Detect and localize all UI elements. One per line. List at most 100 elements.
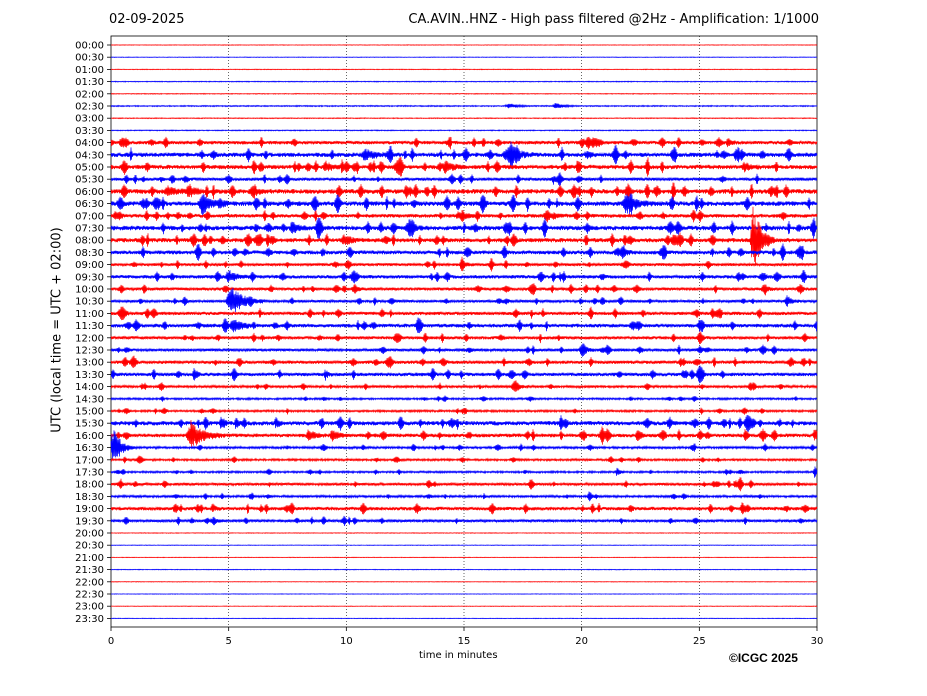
trace-row-1000 — [110, 283, 818, 296]
trace-row-2000 — [110, 532, 818, 534]
trace-row-2300 — [110, 605, 818, 608]
y-axis-label: UTC (local time = UTC + 02:00) — [49, 227, 65, 433]
x-tick-label: 30 — [811, 636, 824, 647]
trace-row-1200 — [110, 331, 818, 345]
trace-row-1230 — [110, 343, 818, 357]
row-label: 08:00 — [75, 236, 104, 247]
row-label: 20:00 — [75, 529, 104, 540]
row-label: 16:00 — [75, 431, 104, 442]
row-label: 05:30 — [75, 175, 104, 186]
row-label: 00:30 — [75, 53, 104, 64]
trace-row-2130 — [110, 568, 818, 571]
row-label: 21:00 — [75, 553, 104, 564]
plot-date: 02-09-2025 — [109, 12, 185, 27]
row-label: 06:00 — [75, 187, 104, 198]
row-label: 14:00 — [75, 382, 104, 393]
trace-row-0400 — [110, 136, 818, 150]
trace-row-1430 — [110, 395, 818, 402]
copyright-notice: ©ICGC 2025 — [729, 651, 798, 665]
row-label: 02:30 — [75, 102, 104, 113]
trace-row-1930 — [110, 515, 818, 527]
trace-row-0500 — [110, 157, 818, 177]
trace-row-0730 — [110, 217, 818, 240]
trace-row-1630 — [110, 430, 818, 459]
row-label: 23:00 — [75, 602, 104, 613]
row-label: 10:30 — [75, 297, 104, 308]
trace-row-1600 — [110, 420, 818, 448]
trace-row-1500 — [110, 407, 818, 415]
row-label: 14:30 — [75, 394, 104, 405]
row-label: 09:30 — [75, 272, 104, 283]
trace-row-0530 — [110, 172, 818, 187]
row-label: 03:00 — [75, 114, 104, 125]
trace-row-2230 — [110, 593, 818, 595]
row-label: 06:30 — [75, 199, 104, 210]
row-label: 08:30 — [75, 248, 104, 259]
trace-row-0200 — [110, 92, 818, 95]
row-label: 01:00 — [75, 65, 104, 76]
row-label: 13:30 — [75, 370, 104, 381]
row-label: 02:00 — [75, 89, 104, 100]
vertical-gridlines — [228, 36, 700, 627]
plot-frame — [110, 35, 818, 628]
trace-row-1130 — [110, 317, 818, 334]
row-label: 22:00 — [75, 577, 104, 588]
row-label: 00:00 — [75, 41, 104, 52]
trace-row-0900 — [110, 256, 818, 272]
trace-row-0430 — [110, 141, 818, 169]
x-axis-label: time in minutes — [419, 650, 498, 661]
row-label: 18:00 — [75, 480, 104, 491]
trace-row-0100 — [110, 68, 818, 71]
x-axis-ticks: 0 5 10 15 20 25 30 — [108, 627, 824, 647]
trace-row-0600 — [110, 182, 818, 201]
trace-row-2330 — [110, 617, 818, 620]
x-tick-label: 0 — [108, 636, 114, 647]
trace-row-1300 — [110, 355, 818, 369]
row-label: 10:00 — [75, 285, 104, 296]
trace-row-0630 — [110, 193, 818, 216]
trace-row-0330 — [110, 129, 818, 132]
row-label: 18:30 — [75, 492, 104, 503]
trace-row-1530 — [110, 414, 818, 432]
trace-row-0300 — [110, 117, 818, 120]
row-label: 22:30 — [75, 590, 104, 601]
trace-row-1730 — [110, 466, 818, 478]
row-label: 12:30 — [75, 346, 104, 357]
row-label: 09:00 — [75, 260, 104, 271]
x-tick-label: 15 — [458, 636, 471, 647]
trace-row-2200 — [110, 580, 818, 583]
row-label: 11:00 — [75, 309, 104, 320]
trace-row-0800 — [110, 206, 818, 266]
row-label: 17:30 — [75, 468, 104, 479]
row-label: 15:00 — [75, 407, 104, 418]
trace-row-1700 — [110, 455, 818, 464]
trace-row-2030 — [110, 544, 818, 547]
row-label: 21:30 — [75, 565, 104, 576]
row-label: 05:00 — [75, 163, 104, 174]
trace-row-1800 — [110, 477, 818, 492]
row-label: 04:00 — [75, 138, 104, 149]
trace-row-2100 — [110, 556, 818, 559]
x-tick-label: 10 — [340, 636, 353, 647]
row-label: 17:00 — [75, 455, 104, 466]
trace-rows — [110, 44, 818, 620]
trace-row-0930 — [110, 270, 818, 284]
row-label: 13:00 — [75, 358, 104, 369]
trace-row-0230 — [110, 103, 818, 109]
row-label: 16:30 — [75, 443, 104, 454]
x-tick-label: 20 — [575, 636, 588, 647]
trace-row-1030 — [110, 287, 818, 312]
row-label: 04:30 — [75, 150, 104, 161]
row-label: 15:30 — [75, 419, 104, 430]
trace-row-1830 — [110, 491, 818, 502]
plot-title: CA.AVIN..HNZ - High pass filtered @2Hz -… — [408, 12, 819, 27]
trace-row-0000 — [110, 44, 818, 46]
trace-row-1100 — [110, 306, 818, 321]
trace-row-1400 — [110, 380, 818, 392]
trace-row-1330 — [110, 365, 818, 384]
trace-row-0130 — [110, 80, 818, 83]
row-label: 03:30 — [75, 126, 104, 137]
row-label: 07:30 — [75, 224, 104, 235]
trace-row-1900 — [110, 502, 818, 515]
